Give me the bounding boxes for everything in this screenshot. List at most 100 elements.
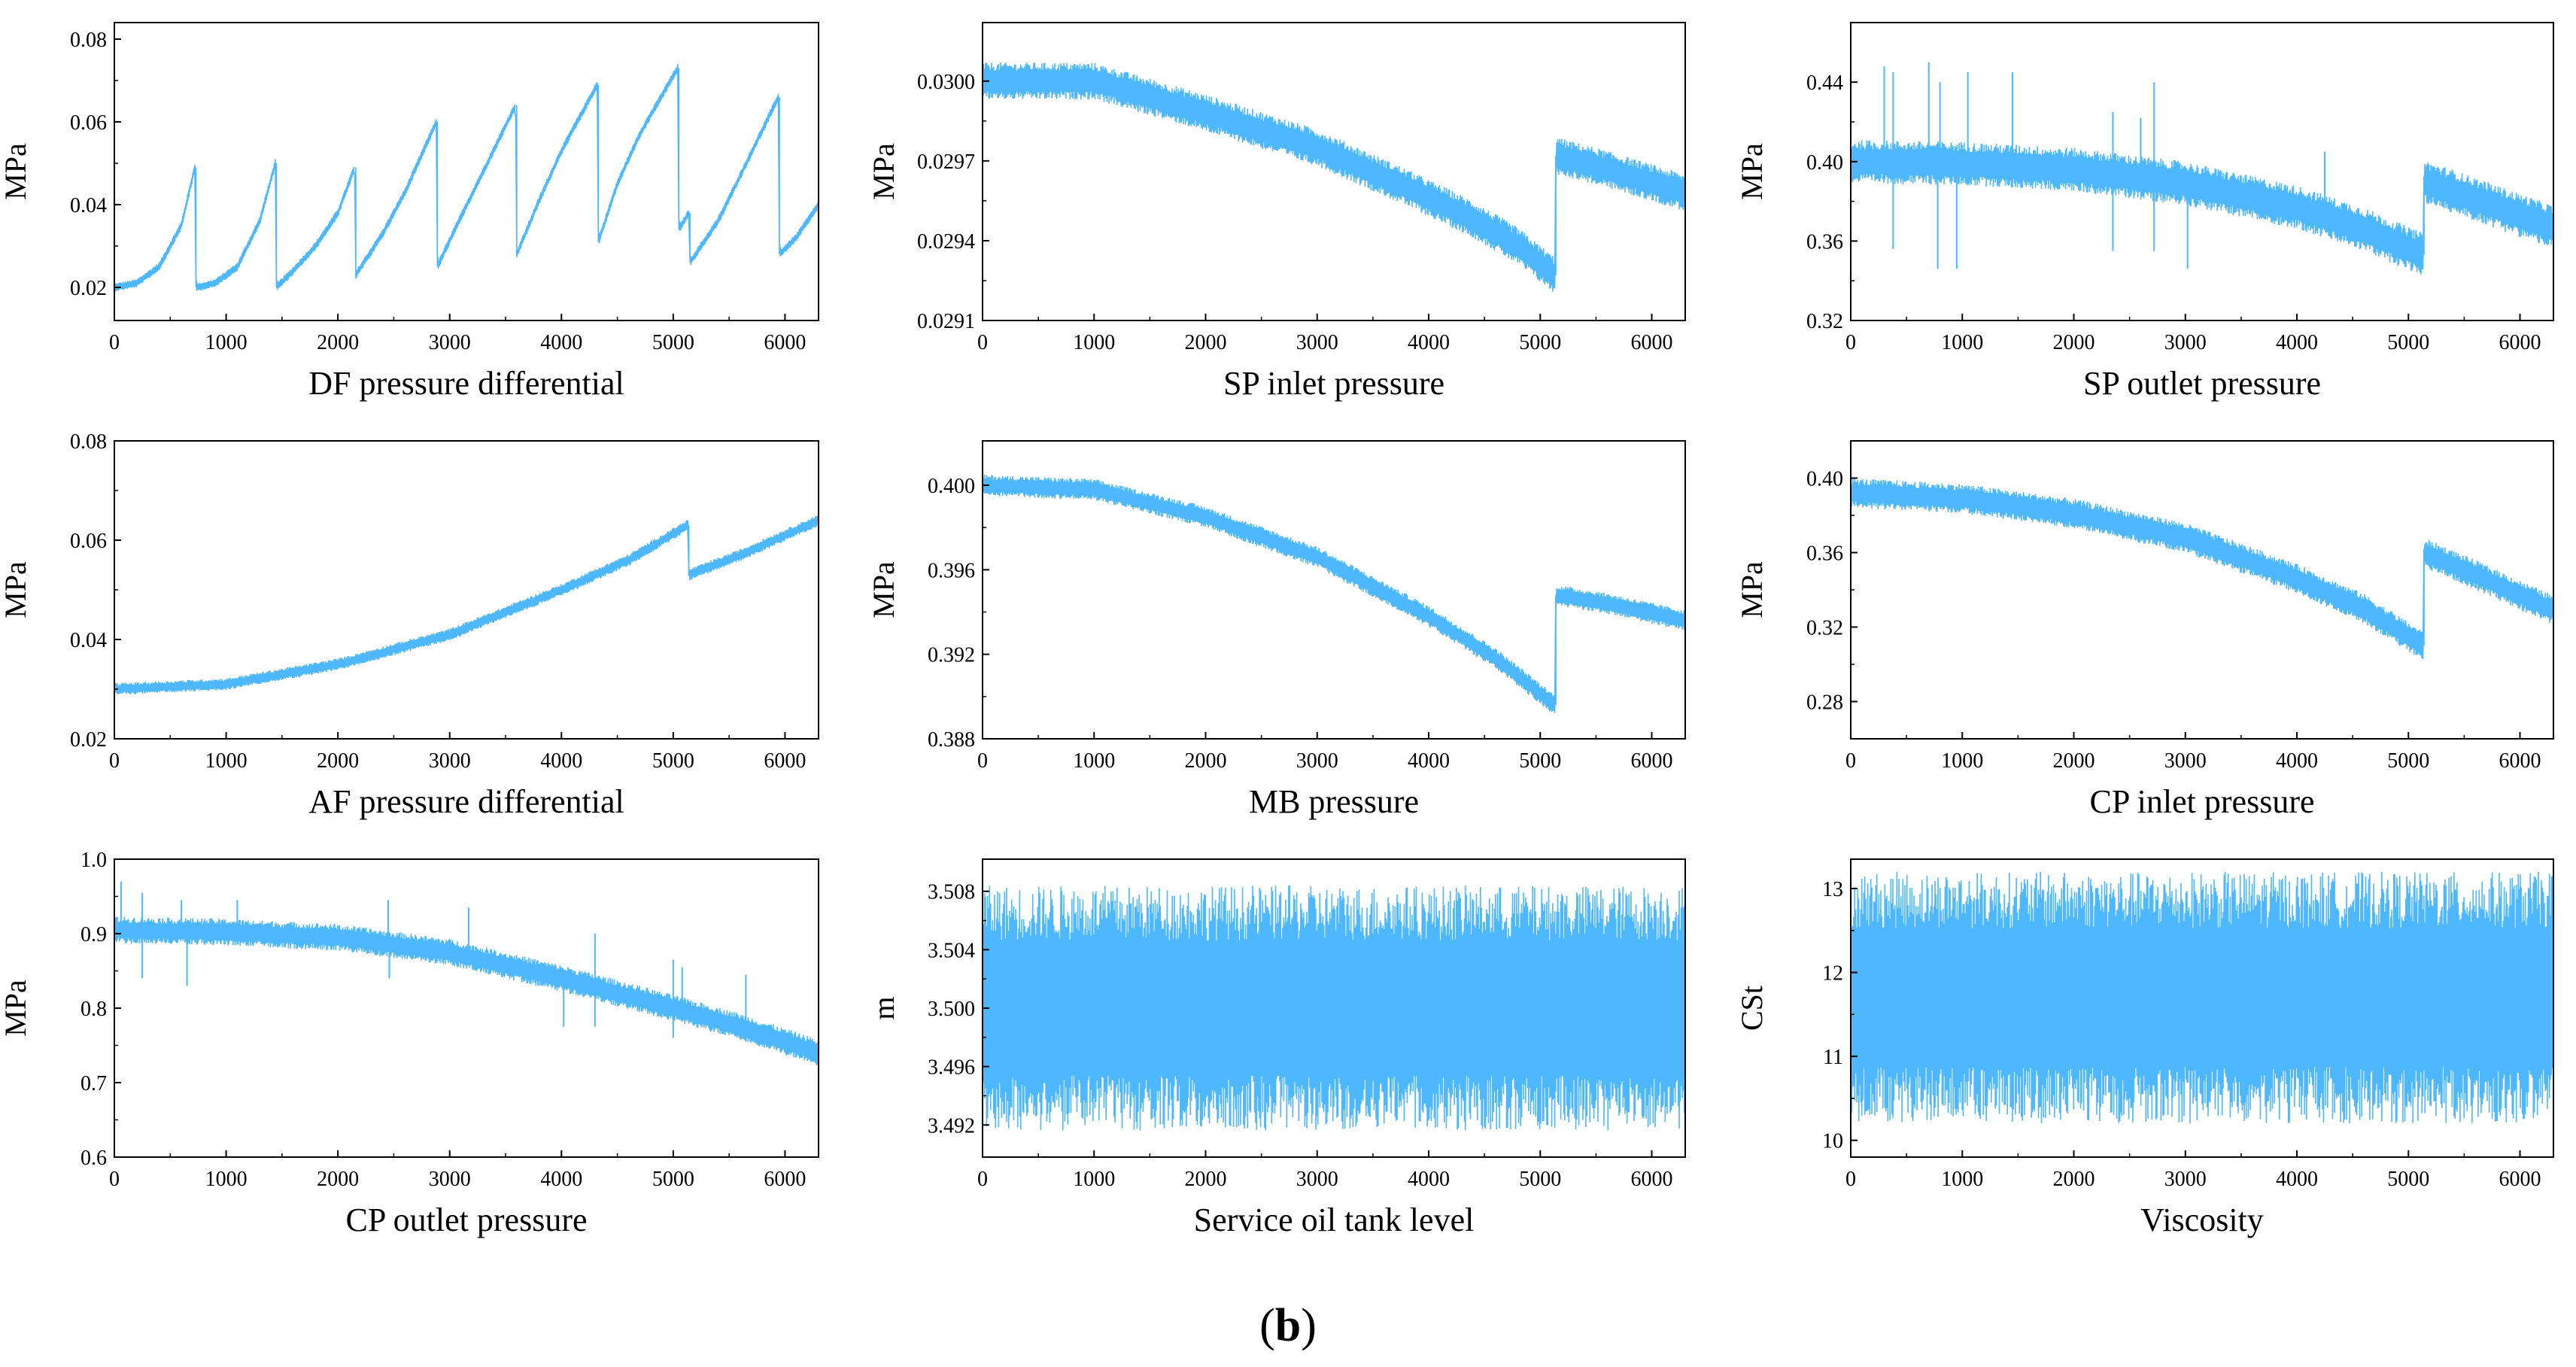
y-axis-label: MPa <box>867 143 901 200</box>
plot-frame <box>982 440 1686 740</box>
x-tick-label: 4000 <box>1408 749 1450 773</box>
panels: 0 1000 2000 3000 4000 5000 60000.020.040.060.0… <box>0 22 2554 1238</box>
y-tick-label: 0.0300 <box>917 71 975 94</box>
x-tick-label: 2000 <box>317 749 359 773</box>
x-tick-label: 6000 <box>2499 1168 2541 1191</box>
y-tick-label: 0.388 <box>928 728 975 752</box>
y-axis-label: MPa <box>1735 143 1769 200</box>
x-axis-label: CP outlet pressure <box>346 1201 588 1238</box>
y-tick-label: 0.36 <box>1806 542 1843 566</box>
x-tick-label: 6000 <box>2499 331 2541 354</box>
y-tick-label: 0.36 <box>1806 230 1843 254</box>
y-tick-label: 1.0 <box>80 849 107 872</box>
y-tick-label: 13 <box>1822 878 1843 901</box>
x-tick-label: 5000 <box>652 749 694 773</box>
series-line <box>1851 140 2553 275</box>
figure-caption: (b) <box>1259 1300 1317 1351</box>
y-tick-label: 0.400 <box>928 475 975 498</box>
y-tick-label: 3.492 <box>928 1114 975 1138</box>
x-axis-label: Viscosity <box>2140 1201 2264 1238</box>
x-tick-label: 3000 <box>429 749 471 773</box>
series-line <box>983 475 1685 713</box>
y-axis-label: MPa <box>0 561 32 618</box>
y-tick-label: 0.08 <box>70 29 107 52</box>
y-tick-label: 0.392 <box>928 644 975 667</box>
y-tick-label: 0.0291 <box>917 310 975 333</box>
caption-letter: b <box>1275 1300 1301 1351</box>
y-axis-label: m <box>867 996 901 1019</box>
x-tick-label: 4000 <box>1408 1168 1450 1191</box>
y-tick-label: 0.32 <box>1806 310 1843 333</box>
x-tick-label: 1000 <box>1941 749 1983 773</box>
y-tick-label: 10 <box>1822 1130 1843 1153</box>
plot-frame <box>1850 858 2554 1158</box>
y-tick-label: 0.32 <box>1806 617 1843 640</box>
x-tick-label: 2000 <box>1185 749 1227 773</box>
chart-panel-5: 0 1000 2000 3000 4000 5000 6000 0.388 0.392 0.396… <box>867 440 1686 820</box>
y-tick-label: 0.08 <box>70 430 107 454</box>
y-tick-label: 11 <box>1823 1046 1843 1069</box>
x-tick-label: 3000 <box>1296 1168 1338 1191</box>
x-tick-label: 0 <box>977 749 988 773</box>
x-tick-label: 2000 <box>2053 749 2095 773</box>
chart-panel-4: 0 1000 2000 3000 4000 5000 6000 0.02 0.04 0.06 0.0… <box>0 430 819 820</box>
x-tick-label: 6000 <box>764 1168 806 1191</box>
x-tick-label: 2000 <box>1185 1168 1227 1191</box>
y-tick-label: 0.8 <box>80 998 107 1021</box>
x-axis-label: DF pressure differential <box>308 365 624 402</box>
x-tick-label: 4000 <box>2276 749 2318 773</box>
y-tick-label: 0.06 <box>70 530 107 553</box>
x-tick-label: 3000 <box>1296 749 1338 773</box>
plot-frame <box>114 858 819 1158</box>
x-tick-label: 1000 <box>205 749 248 773</box>
series-line <box>1851 478 2553 660</box>
chart-panel-1: 0 1000 2000 3000 4000 5000 6000 0.02 0.04 0.06 0.0… <box>0 22 819 402</box>
plot-frame <box>114 440 819 740</box>
series-line <box>114 64 819 292</box>
x-tick-label: 6000 <box>1631 1168 1673 1191</box>
x-tick-label: 2000 <box>317 1168 359 1191</box>
plot-frame <box>982 22 1686 321</box>
x-tick-label: 0 <box>1845 331 1856 354</box>
x-tick-label: 2000 <box>317 331 359 354</box>
y-tick-label: 0.02 <box>70 728 107 752</box>
x-tick-label: 3000 <box>2164 1168 2207 1191</box>
y-axis-label: CSt <box>1735 986 1769 1031</box>
y-tick-label: 0.0297 <box>917 150 975 174</box>
y-tick-label: 0.40 <box>1806 468 1843 491</box>
x-tick-label: 0 <box>109 749 120 773</box>
x-tick-label: 1000 <box>205 1168 248 1191</box>
x-tick-label: 5000 <box>652 1168 694 1191</box>
x-tick-label: 1000 <box>1941 331 1983 354</box>
x-tick-label: 5000 <box>1519 749 1561 773</box>
y-tick-label: 0.04 <box>70 629 107 652</box>
x-tick-label: 3000 <box>2164 331 2207 354</box>
series-line <box>983 886 1685 1131</box>
y-tick-label: 0.40 <box>1806 151 1843 175</box>
x-tick-label: 0 <box>977 331 988 354</box>
x-tick-label: 5000 <box>652 331 694 354</box>
series-line <box>1851 871 2553 1124</box>
caption-close-paren: ) <box>1301 1300 1317 1351</box>
x-tick-label: 1000 <box>1073 1168 1115 1191</box>
x-tick-label: 4000 <box>1408 331 1450 354</box>
x-tick-label: 4000 <box>2276 331 2318 354</box>
x-tick-label: 1000 <box>205 331 248 354</box>
y-tick-label: 3.508 <box>928 881 975 904</box>
y-tick-label: 0.9 <box>80 923 107 946</box>
x-tick-label: 6000 <box>764 331 806 354</box>
x-tick-label: 5000 <box>1519 331 1561 354</box>
plot-frame <box>114 22 819 321</box>
y-tick-label: 0.02 <box>70 277 107 300</box>
x-tick-label: 4000 <box>540 1168 582 1191</box>
y-tick-label: 3.500 <box>928 998 975 1021</box>
x-tick-label: 5000 <box>2387 331 2429 354</box>
chart-panel-9: 0 1000 2000 3000 4000 5000 6000 10 11 12 13 Viscosi… <box>1735 858 2554 1238</box>
x-tick-label: 4000 <box>540 331 582 354</box>
x-tick-label: 6000 <box>2499 749 2541 773</box>
y-tick-label: 0.04 <box>70 194 107 217</box>
x-tick-label: 3000 <box>429 1168 471 1191</box>
x-tick-label: 1000 <box>1073 331 1115 354</box>
x-tick-label: 0 <box>977 1168 988 1191</box>
